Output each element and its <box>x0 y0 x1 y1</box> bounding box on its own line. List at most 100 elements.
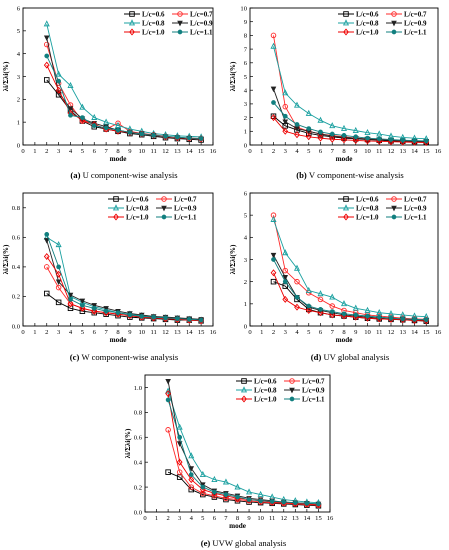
legend-marker <box>161 196 167 202</box>
x-tick-label: 16 <box>210 329 217 336</box>
data-point <box>317 309 324 317</box>
data-point <box>80 115 85 120</box>
data-point <box>103 306 109 312</box>
data-point <box>43 253 50 261</box>
data-point <box>91 305 97 311</box>
data-point <box>44 53 50 59</box>
x-tick-label: 1 <box>33 148 36 155</box>
data-point <box>55 279 62 286</box>
legend-marker <box>289 387 295 394</box>
legend-label: L/c=1.0 <box>126 214 149 222</box>
legend-label: L/c=0.9 <box>404 205 427 213</box>
data-point <box>340 300 348 307</box>
legend-label: L/c=1.0 <box>142 29 165 37</box>
data-point <box>329 293 336 300</box>
data-point <box>282 89 289 96</box>
legend-label: L/c=0.6 <box>356 11 379 19</box>
x-tick-label: 15 <box>423 148 430 155</box>
data-point <box>271 257 276 262</box>
legend-label: L/c=0.7 <box>174 196 197 204</box>
data-point <box>103 308 109 314</box>
legend-label: L/c=1.0 <box>356 214 379 222</box>
x-tick-label: 14 <box>186 148 193 155</box>
data-point <box>364 128 371 136</box>
data-point <box>329 311 336 319</box>
panel-caption: (e) UVW global analysis <box>201 538 287 548</box>
legend-label: L/c=1.0 <box>356 29 379 37</box>
data-point <box>412 138 417 143</box>
data-point <box>305 306 312 314</box>
legend: L/c=0.6 L/c=0.7 L/c=0.8 L/c=0.9 L/c=1.0 L/c=1… <box>108 196 197 222</box>
x-tick-label: 11 <box>150 329 156 336</box>
data-point <box>177 434 183 440</box>
data-point <box>316 501 321 507</box>
x-tick-label: 10 <box>364 329 371 336</box>
data-point <box>127 130 133 135</box>
legend-marker <box>343 28 349 36</box>
x-tick-label: 4 <box>190 515 194 522</box>
x-tick-label: 8 <box>342 329 346 336</box>
legend-marker <box>391 11 397 17</box>
x-tick-label: 2 <box>166 515 169 522</box>
data-point <box>188 466 195 472</box>
x-tick-label: 16 <box>435 148 442 155</box>
series-line <box>46 44 202 140</box>
data-point <box>282 295 289 303</box>
legend-label: L/c=0.6 <box>254 378 277 386</box>
data-point <box>270 114 277 122</box>
y-axis-label: λi/Σλi(%) <box>2 61 10 91</box>
series-4 <box>270 252 430 324</box>
legend-label: L/c=0.7 <box>404 196 427 204</box>
data-point <box>388 137 394 142</box>
data-point <box>163 133 168 139</box>
data-point <box>281 499 287 505</box>
data-point <box>91 303 98 309</box>
series-6 <box>165 397 321 507</box>
x-tick-label: 4 <box>295 148 299 155</box>
legend-marker <box>391 196 397 202</box>
x-tick-label: 7 <box>104 329 108 336</box>
panel-caption: (b) V component-wise analysis <box>296 170 404 180</box>
data-point <box>292 500 298 506</box>
x-axis-label: mode <box>336 155 353 163</box>
y-axis-label: λi/Σλi(%) <box>229 61 237 91</box>
x-tick-label: 5 <box>307 148 311 155</box>
x-tick-label: 15 <box>198 148 205 155</box>
data-point <box>165 390 172 398</box>
data-point <box>352 304 359 311</box>
data-point <box>341 136 347 144</box>
data-point <box>68 112 73 118</box>
y-tick-label: 0.6 <box>134 435 143 442</box>
data-point <box>329 309 335 314</box>
legend-marker <box>289 396 295 402</box>
data-point <box>175 134 180 140</box>
y-tick-label: 0.8 <box>12 205 21 212</box>
data-point <box>55 241 62 248</box>
data-point <box>364 306 371 313</box>
y-tick-label: 5 <box>17 28 21 35</box>
series-line <box>167 393 319 505</box>
data-point <box>294 303 300 311</box>
y-tick-label: 0.0 <box>12 323 21 330</box>
series-6 <box>44 53 204 141</box>
series-line <box>167 381 319 505</box>
y-tick-label: 8 <box>244 33 248 40</box>
y-axis-label: λi/Σλi(%) <box>2 244 10 274</box>
data-point <box>340 124 348 131</box>
series-line <box>46 23 202 138</box>
data-point <box>365 313 370 319</box>
data-point <box>365 135 370 141</box>
legend-marker <box>161 205 167 212</box>
data-point <box>115 127 121 133</box>
data-point <box>270 215 277 222</box>
data-point <box>198 136 204 141</box>
x-tick-label: 13 <box>399 148 406 155</box>
data-point <box>269 499 275 504</box>
legend-label: L/c=1.1 <box>174 214 197 222</box>
data-point <box>212 489 217 495</box>
data-point <box>55 284 62 291</box>
legend-marker <box>129 28 135 36</box>
data-point <box>176 469 183 475</box>
legend-label: L/c=1.0 <box>254 396 277 404</box>
x-tick-label: 6 <box>93 329 97 336</box>
